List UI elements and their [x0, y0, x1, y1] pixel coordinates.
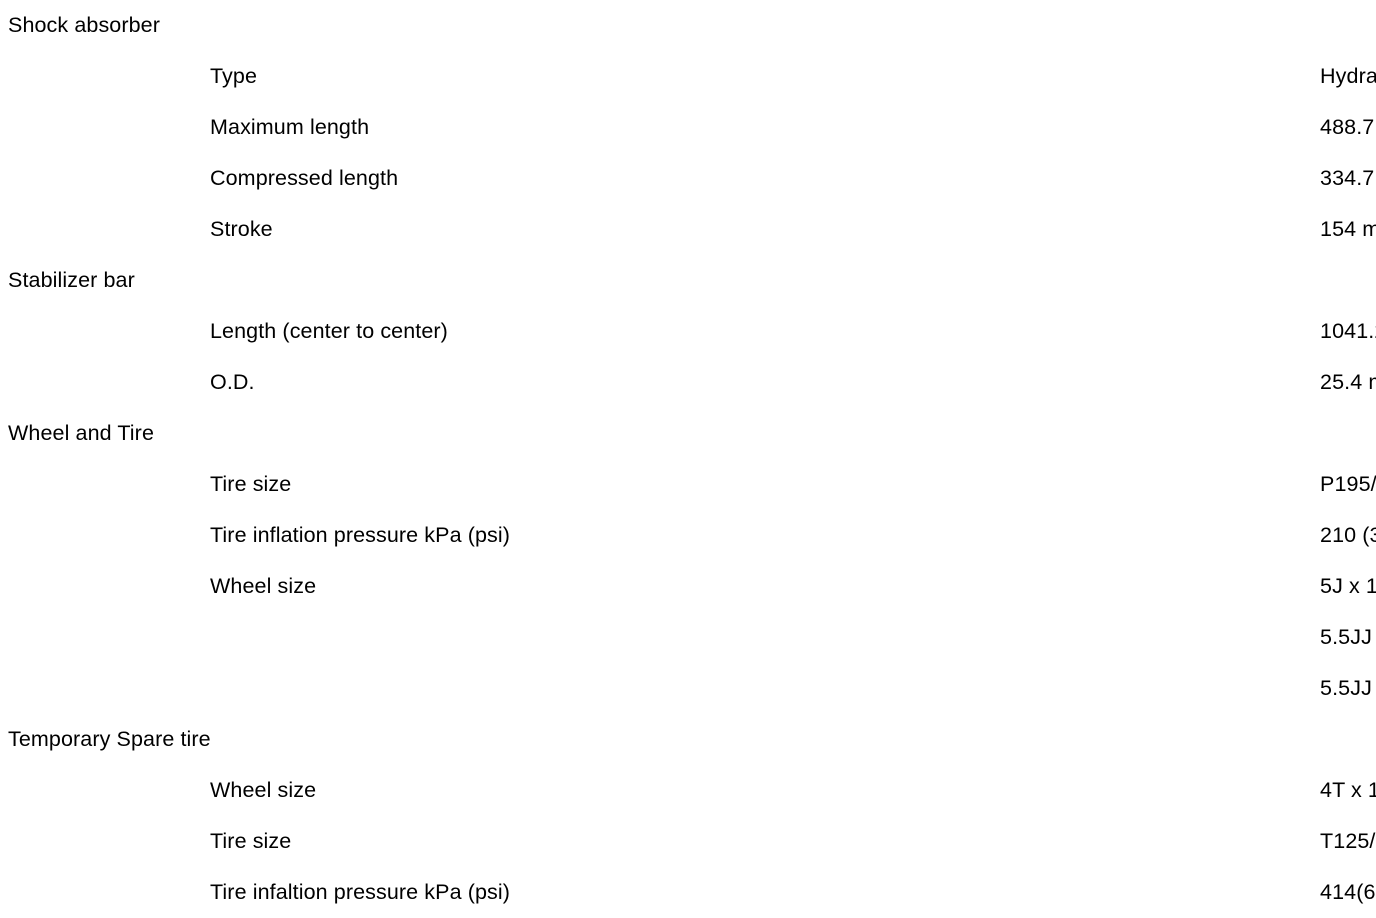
table-row: O.D. 25.4 mm (1 in.): [0, 357, 1376, 408]
row-label: Wheel size: [210, 574, 317, 598]
table-row: Maximum length 488.7 mm (19.24 in.): [0, 102, 1376, 153]
row-label: Stroke: [210, 217, 273, 241]
row-value: 334.7 mm (13.18 in.): [1320, 166, 1376, 190]
row-value: 4T x 15: [1320, 778, 1376, 802]
row-label: Length (center to center): [210, 319, 448, 343]
row-value: 210 (30): [1320, 523, 1376, 547]
row-label: Maximum length: [210, 115, 370, 139]
row-value: 5J x 14 (Steel wheel): [1320, 574, 1376, 598]
table-row: Compressed length 334.7 mm (13.18 in.): [0, 153, 1376, 204]
section-title-temporary-spare-tire: Temporary Spare tire: [8, 727, 211, 751]
row-label: Type: [210, 64, 258, 88]
table-row: Wheel size 5J x 14 (Steel wheel): [0, 561, 1376, 612]
row-label: Tire size: [210, 829, 292, 853]
row-label: Tire inflation pressure kPa (psi): [210, 523, 511, 547]
row-value: 5.5JJ x 14 (Al wheel): [1320, 676, 1376, 700]
table-row: 5.5JJ x 14 (Steel wheel): [0, 612, 1376, 663]
row-value: 5.5JJ x 14 (Steel wheel): [1320, 625, 1376, 649]
table-row: Tire size T125/70 D15: [0, 816, 1376, 867]
row-value: P195/60 R14: [1320, 472, 1376, 496]
row-value: 25.4 mm (1 in.): [1320, 370, 1376, 394]
section-heading-row-wheel-and-tire: Wheel and Tire: [0, 408, 1376, 459]
row-label: [0, 612, 510, 663]
row-value: 414(60): [1320, 880, 1376, 904]
section-title-stabilizer-bar: Stabilizer bar: [8, 268, 135, 292]
table-row: Wheel size 4T x 15: [0, 765, 1376, 816]
table-row: Stroke 154 mm (6.06 in.): [0, 204, 1376, 255]
row-value: Hydraulic cylindrical double-acting type: [1320, 64, 1376, 88]
row-label: Wheel size: [210, 778, 317, 802]
row-label: [0, 663, 510, 714]
row-value: T125/70 D15: [1320, 829, 1376, 853]
table-row: Tire infaltion pressure kPa (psi) 414(60…: [0, 867, 1376, 918]
section-title-wheel-and-tire: Wheel and Tire: [8, 421, 154, 445]
row-value: 154 mm (6.06 in.): [1320, 217, 1376, 241]
row-label: Tire infaltion pressure kPa (psi): [210, 880, 511, 904]
table-row: Type Hydraulic cylindrical double-acting…: [0, 51, 1376, 102]
row-label: O.D.: [210, 370, 255, 394]
section-heading-row-temporary-spare-tire: Temporary Spare tire: [0, 714, 1376, 765]
section-heading-row-stabilizer-bar: Stabilizer bar: [0, 255, 1376, 306]
table-row: Tire size P195/60 R14: [0, 459, 1376, 510]
section-title-shock-absorber: Shock absorber: [8, 13, 160, 37]
row-value: 1041.2 mm (41 in.): [1320, 319, 1376, 343]
section-heading-row-shock-absorber: Shock absorber: [0, 0, 1376, 51]
table-row: Tire inflation pressure kPa (psi) 210 (3…: [0, 510, 1376, 561]
row-value: 488.7 mm (19.24 in.): [1320, 115, 1376, 139]
row-label: Compressed length: [210, 166, 399, 190]
row-label: Tire size: [210, 472, 292, 496]
table-row: Length (center to center) 1041.2 mm (41 …: [0, 306, 1376, 357]
table-row: 5.5JJ x 14 (Al wheel): [0, 663, 1376, 714]
